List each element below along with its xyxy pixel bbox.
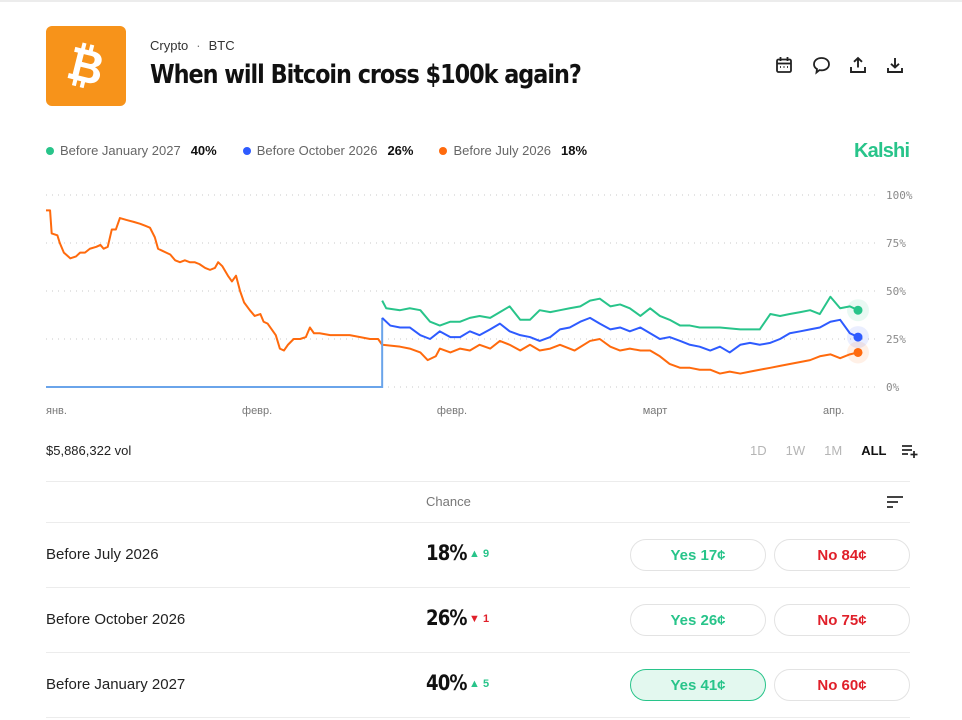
kalshi-logo[interactable]: Kalshi bbox=[854, 140, 910, 162]
share-button[interactable] bbox=[848, 54, 868, 76]
legend-item[interactable]: Before October 2026 26% bbox=[242, 143, 414, 158]
range-1w[interactable]: 1W bbox=[785, 443, 806, 458]
legend-swatch bbox=[242, 146, 251, 155]
legend-item[interactable]: Before July 2026 18% bbox=[439, 143, 587, 158]
header-actions bbox=[774, 54, 905, 76]
chance-change: ▲ 9 bbox=[469, 548, 489, 560]
x-tick-label: февр. bbox=[242, 405, 272, 417]
buy-no-button[interactable]: No 75¢ bbox=[774, 604, 910, 636]
buy-yes-button[interactable]: Yes 17¢ bbox=[630, 539, 766, 571]
chart-grid bbox=[46, 194, 880, 388]
outcome-row[interactable]: Before July 2026 18% ▲ 9 Yes 17¢ No 84¢ bbox=[46, 523, 910, 588]
chance-change: ▼ 1 bbox=[469, 613, 489, 625]
chance-change-value: 1 bbox=[482, 613, 490, 625]
y-axis-ticks: 100% 75% 50% 25% 0% bbox=[886, 189, 913, 394]
range-1d[interactable]: 1D bbox=[750, 443, 767, 458]
y-tick-label: 50% bbox=[886, 285, 906, 298]
market-logo bbox=[46, 26, 126, 106]
buy-no-button[interactable]: No 84¢ bbox=[774, 539, 910, 571]
calendar-button[interactable] bbox=[774, 54, 794, 76]
y-tick-label: 0% bbox=[886, 381, 900, 394]
chance-change-value: 9 bbox=[482, 548, 490, 560]
calendar-icon bbox=[776, 57, 792, 73]
breadcrumb-separator: · bbox=[196, 38, 201, 53]
series-line bbox=[381, 316, 859, 354]
time-range-selector: 1D 1W 1M ALL bbox=[750, 443, 919, 459]
bitcoin-icon bbox=[67, 42, 102, 89]
series-endpoint bbox=[853, 305, 863, 315]
outcomes-table-header: Chance bbox=[46, 481, 910, 523]
buy-yes-button[interactable]: Yes 41¢ bbox=[630, 669, 766, 701]
chart-legend: Before January 2027 40% Before October 2… bbox=[46, 143, 587, 158]
x-tick-label: апр. bbox=[823, 405, 844, 417]
outcome-label: Before October 2026 bbox=[46, 611, 186, 628]
outcome-chance: 40% bbox=[426, 671, 468, 695]
comment-button[interactable] bbox=[811, 54, 831, 76]
outcome-label: Before July 2026 bbox=[46, 546, 159, 563]
series-baseline bbox=[46, 317, 384, 388]
breadcrumb-category[interactable]: Crypto bbox=[150, 38, 189, 53]
comment-icon bbox=[812, 56, 830, 75]
volume-text: $5,886,322 vol bbox=[46, 443, 132, 458]
triangle-up-icon: ▲ bbox=[469, 678, 483, 690]
legend-item[interactable]: Before January 2027 40% bbox=[46, 143, 217, 158]
series-endpoints bbox=[847, 299, 869, 364]
y-tick-label: 75% bbox=[886, 237, 906, 250]
top-divider bbox=[0, 0, 962, 2]
outcome-chance: 18% bbox=[426, 541, 468, 565]
x-tick-label: март bbox=[643, 405, 668, 417]
y-tick-label: 100% bbox=[886, 189, 913, 202]
sort-icon[interactable] bbox=[886, 495, 904, 509]
chance-change: ▲ 5 bbox=[469, 678, 489, 690]
legend-swatch bbox=[439, 146, 448, 155]
series-endpoint bbox=[853, 332, 863, 342]
add-to-list-icon[interactable] bbox=[901, 443, 919, 459]
buy-no-button[interactable]: No 60¢ bbox=[774, 669, 910, 701]
series-endpoint bbox=[853, 347, 863, 357]
chance-column-header: Chance bbox=[426, 494, 471, 509]
share-icon bbox=[850, 56, 866, 73]
range-all[interactable]: ALL bbox=[861, 443, 887, 458]
legend-value: 18% bbox=[561, 143, 588, 158]
breadcrumb: Crypto · BTC bbox=[150, 38, 235, 53]
triangle-down-icon: ▼ bbox=[469, 613, 483, 625]
x-axis-ticks: янв. февр. февр. март апр. bbox=[46, 405, 844, 417]
price-chart[interactable]: 100% 75% 50% 25% 0% янв. февр. февр. март апр. bbox=[0, 180, 962, 430]
series-lines bbox=[46, 209, 859, 388]
x-tick-label: февр. bbox=[437, 405, 467, 417]
outcome-row[interactable]: Before October 2026 26% ▼ 1 Yes 26¢ No 7… bbox=[46, 588, 910, 653]
legend-value: 26% bbox=[387, 143, 414, 158]
outcome-row[interactable]: Before January 2027 40% ▲ 5 Yes 41¢ No 6… bbox=[46, 653, 910, 718]
breadcrumb-ticker[interactable]: BTC bbox=[208, 38, 235, 53]
legend-swatch bbox=[46, 146, 54, 155]
download-button[interactable] bbox=[885, 54, 905, 76]
outcome-label: Before January 2027 bbox=[46, 676, 186, 693]
legend-label: Before October 2026 bbox=[256, 143, 378, 158]
download-icon bbox=[887, 58, 903, 73]
y-tick-label: 25% bbox=[886, 333, 906, 346]
legend-label: Before July 2026 bbox=[453, 143, 552, 158]
x-tick-label: янв. bbox=[46, 405, 67, 417]
outcome-chance: 26% bbox=[426, 606, 468, 630]
legend-value: 40% bbox=[190, 143, 217, 158]
buy-yes-button[interactable]: Yes 26¢ bbox=[630, 604, 766, 636]
series-line bbox=[46, 209, 859, 375]
legend-label: Before January 2027 bbox=[60, 143, 181, 158]
triangle-up-icon: ▲ bbox=[469, 548, 483, 560]
chance-change-value: 5 bbox=[482, 678, 490, 690]
series-line bbox=[381, 295, 859, 331]
page-title: When will Bitcoin cross $100k again? bbox=[150, 60, 582, 90]
range-1m[interactable]: 1M bbox=[824, 443, 843, 458]
